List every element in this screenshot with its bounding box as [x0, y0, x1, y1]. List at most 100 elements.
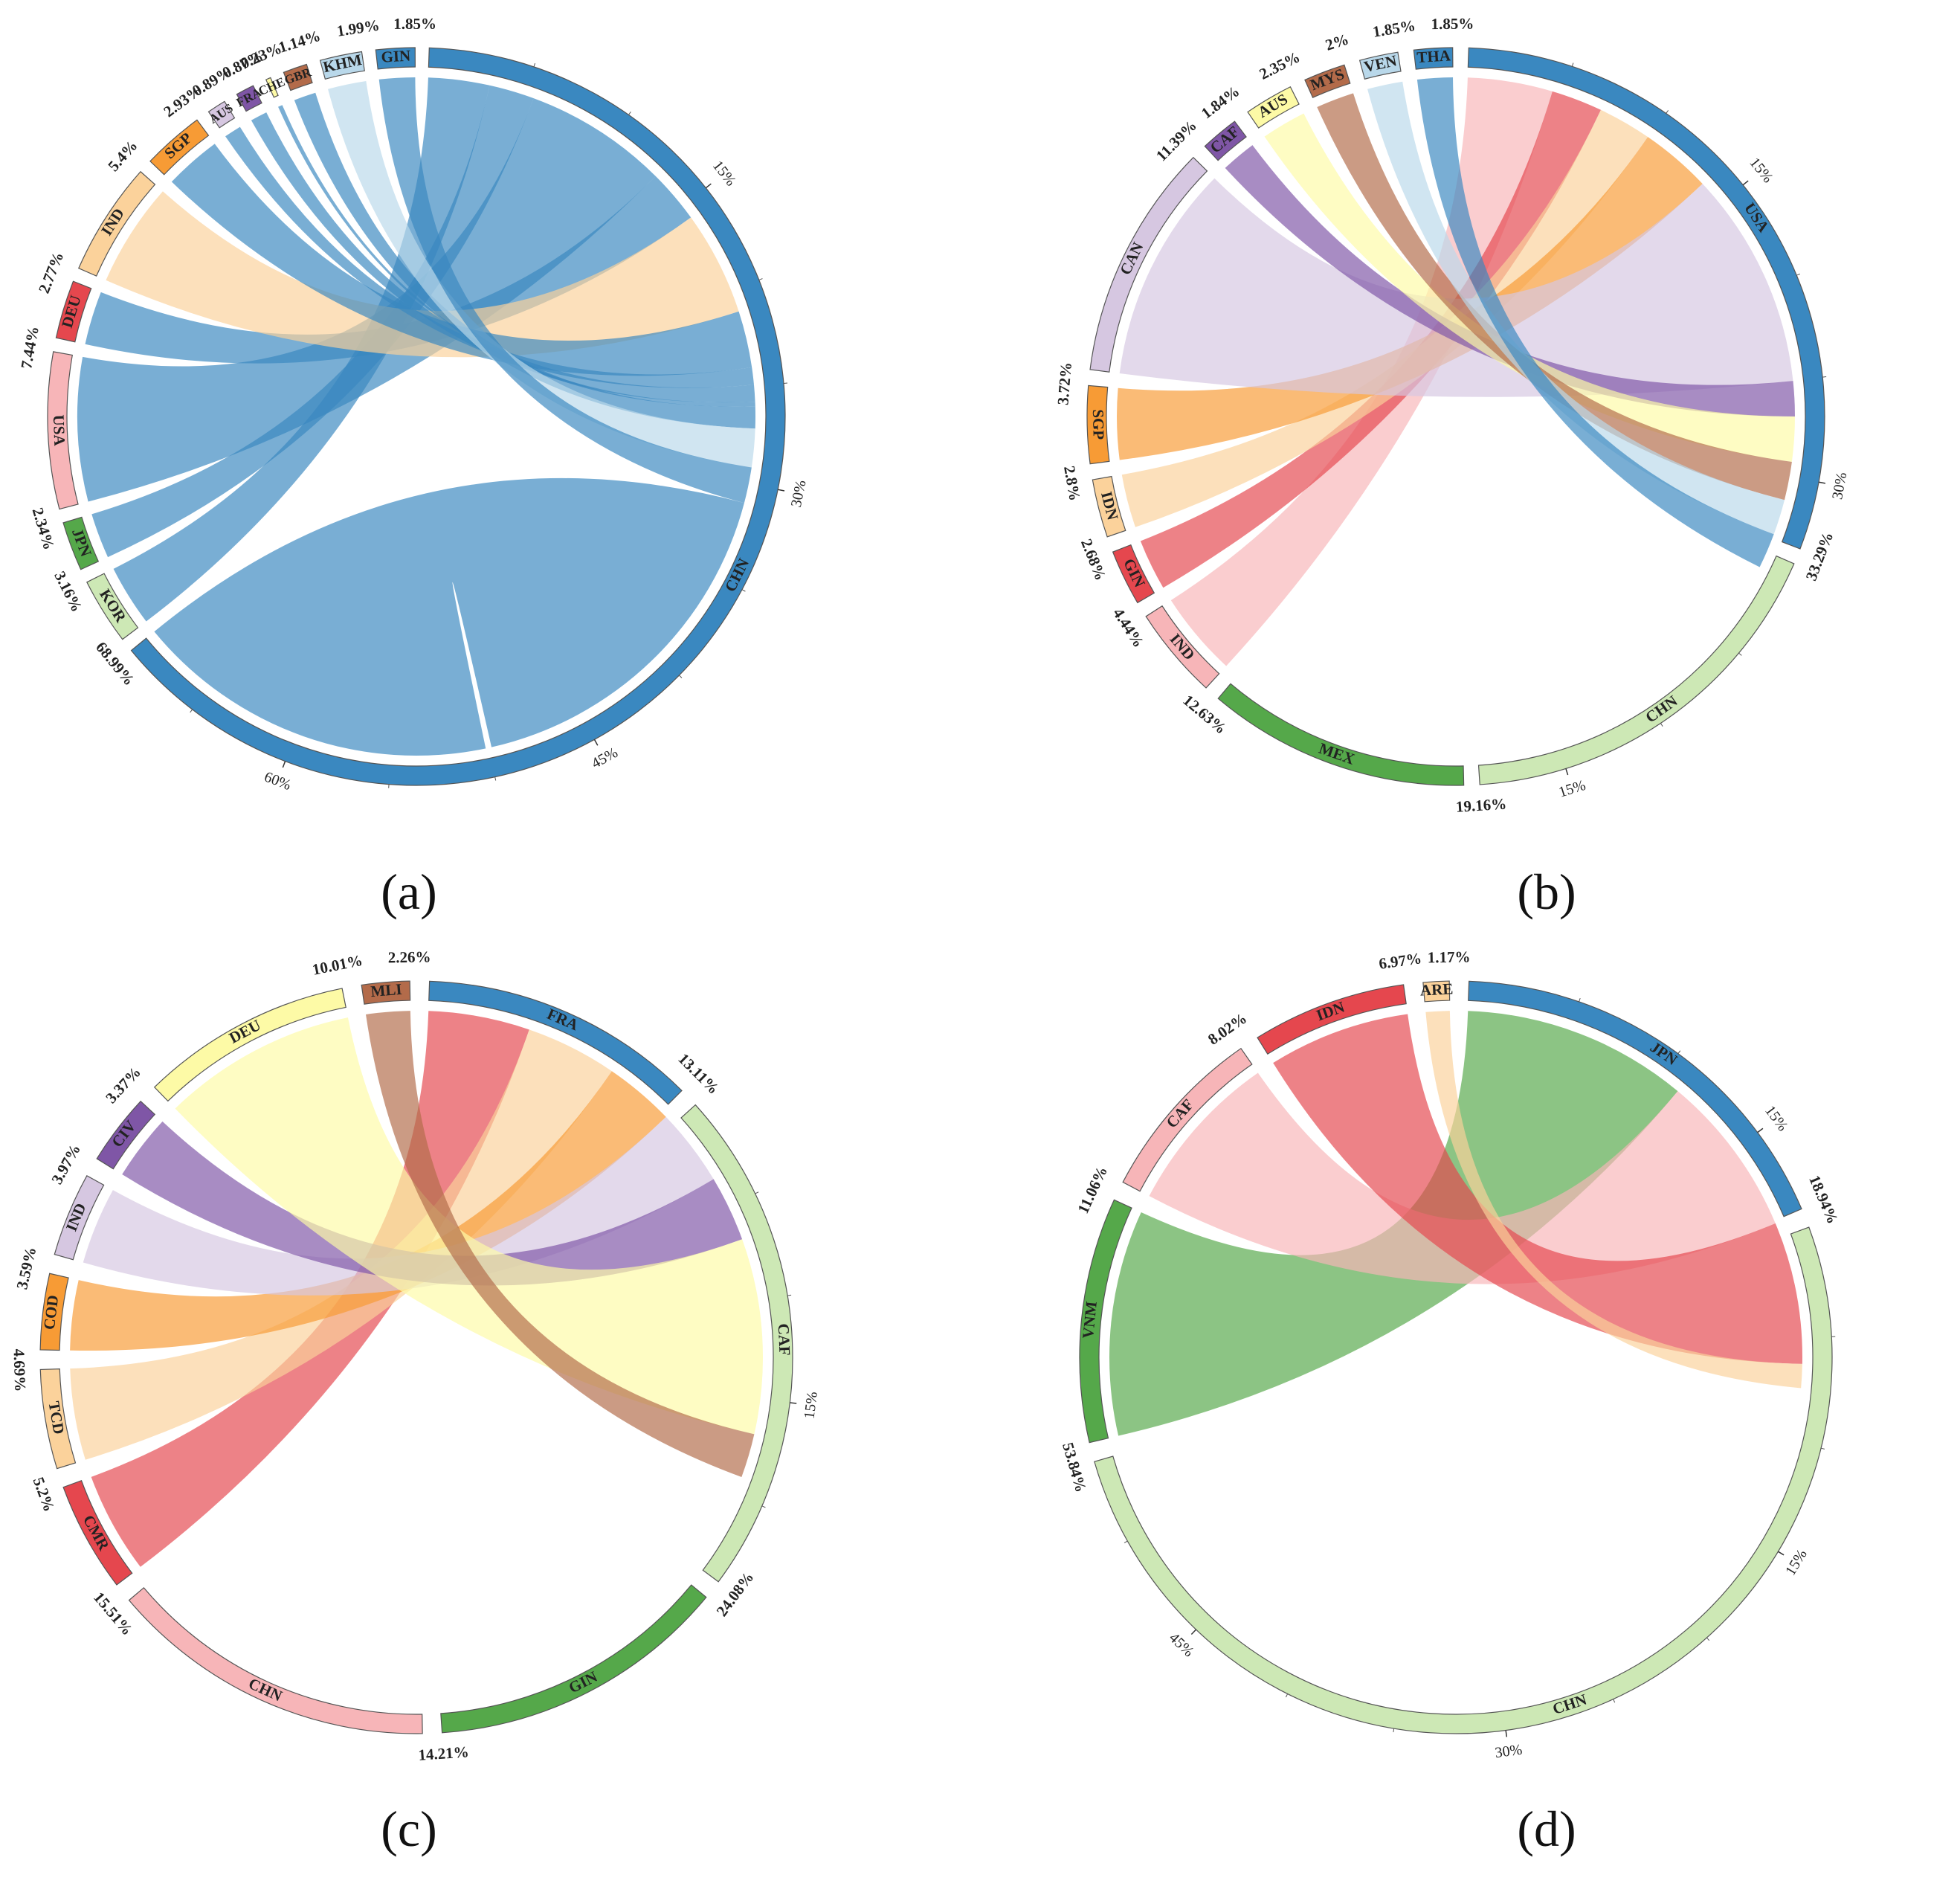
minor-tick-mark	[628, 112, 631, 115]
tick-mark	[1818, 481, 1826, 484]
ribbon-aus-usa	[1264, 113, 1795, 463]
value-label-caf: 1.84%	[1198, 82, 1243, 122]
sector-arc-ind	[1145, 605, 1220, 689]
minor-tick-mark	[761, 1505, 766, 1508]
value-label-gin: 2.68%	[1077, 536, 1110, 583]
ribbon-tha-usa	[1416, 77, 1774, 567]
sector-arc-chn	[1094, 1226, 1833, 1734]
tick-label: 15%	[1761, 1103, 1791, 1135]
ribbon-sgp-usa	[1117, 137, 1703, 460]
value-label-mys: 2%	[1323, 30, 1350, 54]
ribbon-usa-chn	[77, 98, 656, 502]
minor-tick-mark	[787, 1294, 792, 1296]
ribbons	[1117, 77, 1795, 666]
sector-arc-aus	[1247, 86, 1300, 129]
tick-label: 15%	[1557, 777, 1588, 801]
chord-diagram-d: JPN18.94%15%CHN53.84%15%30%45%VNM11.06%C…	[1059, 948, 1842, 1762]
minor-tick-mark	[1579, 997, 1581, 1003]
panel-caption-c: (c)	[381, 1801, 437, 1857]
ribbon-ind-chn	[106, 191, 739, 358]
sector-arc-aus	[207, 100, 236, 129]
value-label-gbr: 1.14%	[277, 27, 323, 57]
minor-tick-mark	[1822, 376, 1827, 378]
value-label-gin: 14.21%	[418, 1743, 470, 1764]
sector-label-che: CHE	[257, 74, 287, 98]
sector-arc-vnm	[1079, 1199, 1132, 1444]
value-label-tcd: 4.69%	[10, 1348, 30, 1392]
value-label-ven: 1.85%	[1371, 16, 1416, 41]
minor-tick-mark	[1285, 1693, 1289, 1698]
tick-label: 30%	[1494, 1742, 1523, 1762]
value-label-chn: 15.51%	[90, 1589, 136, 1639]
sector-arc-civ	[96, 1100, 156, 1170]
tick-label: 30%	[788, 479, 810, 509]
minor-tick-mark	[1393, 1728, 1395, 1733]
value-label-deu: 2.77%	[35, 249, 67, 296]
value-label-aus: 2.35%	[1257, 48, 1303, 83]
sector-arc-gin	[1112, 544, 1155, 604]
ribbon-can-usa	[1119, 178, 1793, 397]
minor-tick-mark	[1666, 110, 1669, 114]
sector-arc-idn	[1257, 984, 1407, 1055]
sector-label-mli: MLI	[370, 980, 403, 1000]
tick-label: 60%	[262, 768, 293, 794]
ribbon-civ-fra	[122, 1121, 743, 1286]
minor-tick-mark	[1124, 1540, 1128, 1543]
value-label-ind: 5.4%	[104, 137, 141, 175]
sector-arc-khm	[319, 51, 365, 80]
tick-mark	[1742, 180, 1749, 186]
sector-arc-usa	[47, 351, 79, 510]
value-label-jpn: 2.34%	[29, 506, 59, 552]
value-label-idn: 2.8%	[1060, 465, 1084, 503]
minor-tick-mark	[758, 278, 763, 280]
sector-arc-cmr	[62, 1479, 133, 1586]
minor-tick-mark	[1571, 62, 1574, 67]
sector-arc-gin	[440, 1584, 707, 1734]
panel-caption-d: (d)	[1517, 1801, 1576, 1857]
value-label-usa: 33.29%	[1802, 530, 1837, 583]
sector-arc-mys	[1304, 64, 1351, 98]
ribbon-che-chn	[278, 105, 755, 407]
ribbon-idn-usa	[1121, 109, 1648, 527]
sector-arc-caf	[1204, 120, 1247, 161]
minor-tick-mark	[494, 776, 497, 781]
value-label-jpn: 18.94%	[1805, 1173, 1842, 1226]
minor-tick-mark	[1613, 1699, 1616, 1703]
sector-arc-mli	[361, 980, 411, 1005]
value-label-sgp: 3.72%	[1054, 361, 1075, 406]
sector-label-caf: CAF	[775, 1323, 794, 1356]
value-label-ind: 4.44%	[1109, 605, 1147, 651]
sector-arc-chn	[1477, 555, 1795, 785]
ribbon-gbr-chn	[294, 92, 756, 429]
sector-arc-ven	[1358, 51, 1402, 80]
value-label-vnm: 11.06%	[1074, 1163, 1111, 1216]
chord-diagram-c: FRA13.11%CAF24.08%15%GIN14.21%CHN15.51%C…	[10, 948, 821, 1764]
sector-arc-deu	[153, 988, 346, 1102]
sector-label-idn: IDN	[1314, 998, 1347, 1025]
sector-arc-jpn	[1468, 980, 1802, 1217]
sector-arc-che	[265, 77, 279, 98]
sector-arc-fra	[236, 85, 262, 112]
value-label-usa: 7.44%	[17, 325, 42, 370]
ribbon-caf-jpn	[1149, 1072, 1776, 1284]
ribbon-deu-chn	[85, 176, 692, 364]
sector-arc-kor	[86, 573, 139, 640]
value-label-deu: 10.01%	[311, 951, 364, 979]
sector-arc-ind	[54, 1174, 105, 1261]
tick-mark	[1565, 768, 1569, 776]
ribbon-jpn-chn	[91, 85, 534, 558]
value-label-chn: 68.99%	[92, 638, 138, 689]
minor-tick-mark	[533, 62, 536, 67]
sector-arc-deu	[55, 280, 92, 343]
sector-label-gin: GIN	[381, 46, 411, 65]
value-label-mli: 2.26%	[388, 948, 431, 966]
ribbon-vnm-jpn	[1109, 1011, 1678, 1436]
value-label-gin: 1.85%	[393, 15, 436, 33]
sector-arc-idn	[1092, 475, 1126, 538]
sector-label-jpn: JPN	[68, 526, 95, 559]
tick-label: 15%	[802, 1391, 821, 1420]
ribbon-chn-chn	[154, 477, 744, 756]
value-label-civ: 3.37%	[102, 1063, 144, 1107]
sector-arc-sgp	[1086, 385, 1110, 465]
